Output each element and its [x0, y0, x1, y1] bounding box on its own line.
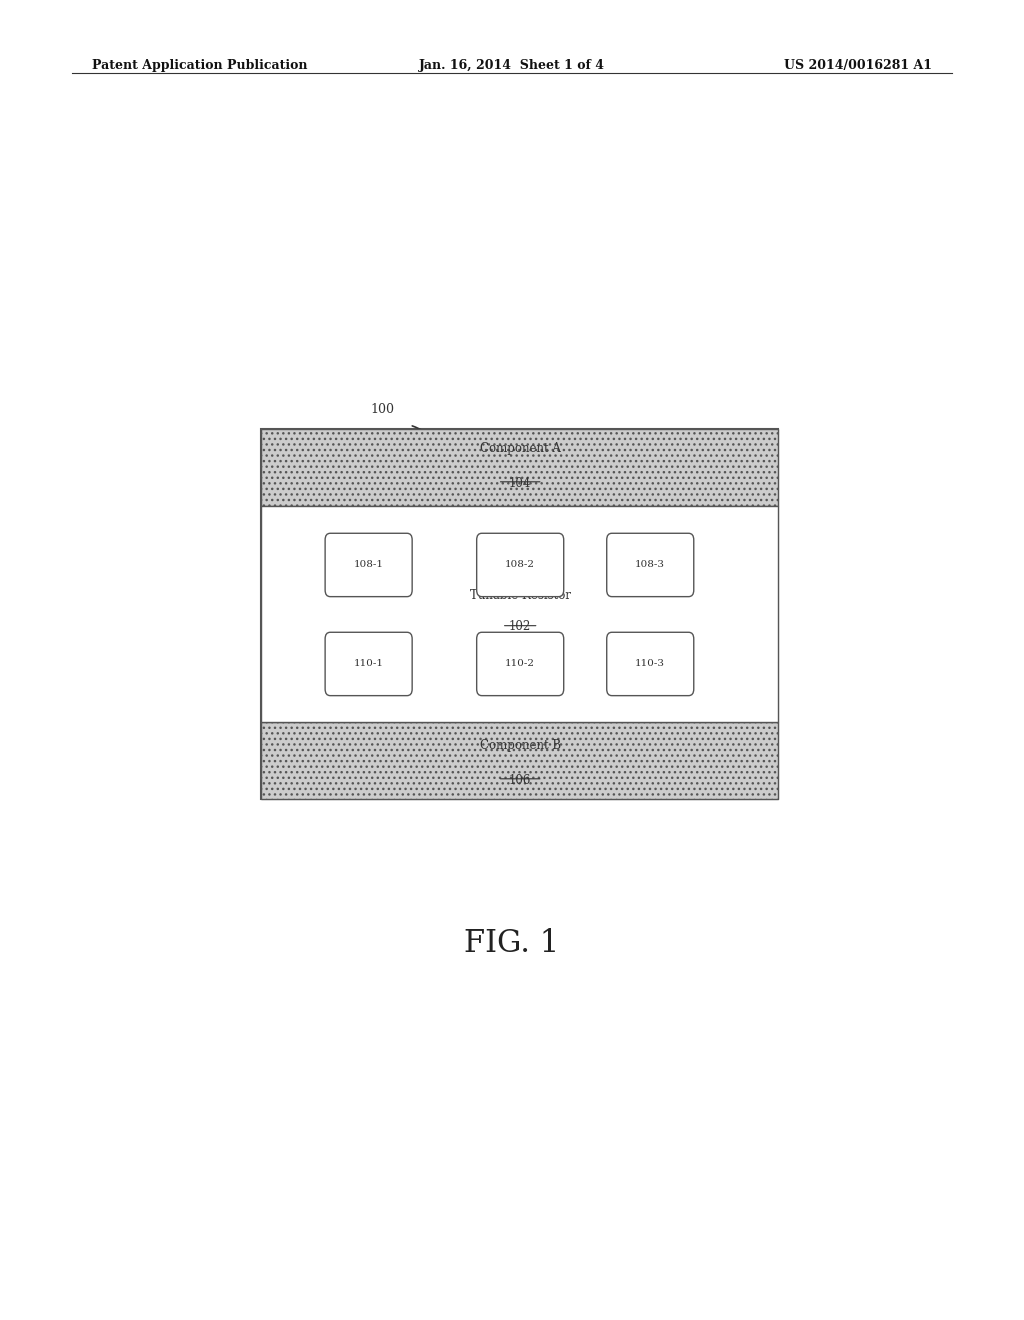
Text: Component A: Component A — [480, 442, 560, 455]
FancyBboxPatch shape — [261, 722, 778, 799]
Text: FIG. 1: FIG. 1 — [464, 928, 560, 960]
Text: 110-3: 110-3 — [635, 660, 666, 668]
FancyBboxPatch shape — [261, 506, 778, 722]
FancyBboxPatch shape — [326, 632, 412, 696]
FancyBboxPatch shape — [606, 533, 694, 597]
Text: 108-1: 108-1 — [353, 561, 384, 569]
FancyBboxPatch shape — [261, 429, 778, 799]
Text: 110-1: 110-1 — [353, 660, 384, 668]
Text: Tunable Resistor: Tunable Resistor — [470, 589, 570, 602]
Text: 102: 102 — [509, 620, 531, 634]
Text: Component B: Component B — [479, 739, 561, 752]
FancyBboxPatch shape — [477, 632, 563, 696]
Text: Jan. 16, 2014  Sheet 1 of 4: Jan. 16, 2014 Sheet 1 of 4 — [419, 59, 605, 73]
Text: 110-2: 110-2 — [505, 660, 536, 668]
FancyBboxPatch shape — [326, 533, 412, 597]
Text: 104: 104 — [509, 477, 531, 490]
FancyBboxPatch shape — [261, 429, 778, 506]
Text: Patent Application Publication: Patent Application Publication — [92, 59, 307, 73]
Text: 100: 100 — [371, 403, 394, 416]
Text: 106: 106 — [509, 774, 531, 787]
Text: 108-2: 108-2 — [505, 561, 536, 569]
Text: 108-3: 108-3 — [635, 561, 666, 569]
Text: US 2014/0016281 A1: US 2014/0016281 A1 — [783, 59, 932, 73]
FancyBboxPatch shape — [477, 533, 563, 597]
FancyBboxPatch shape — [606, 632, 694, 696]
